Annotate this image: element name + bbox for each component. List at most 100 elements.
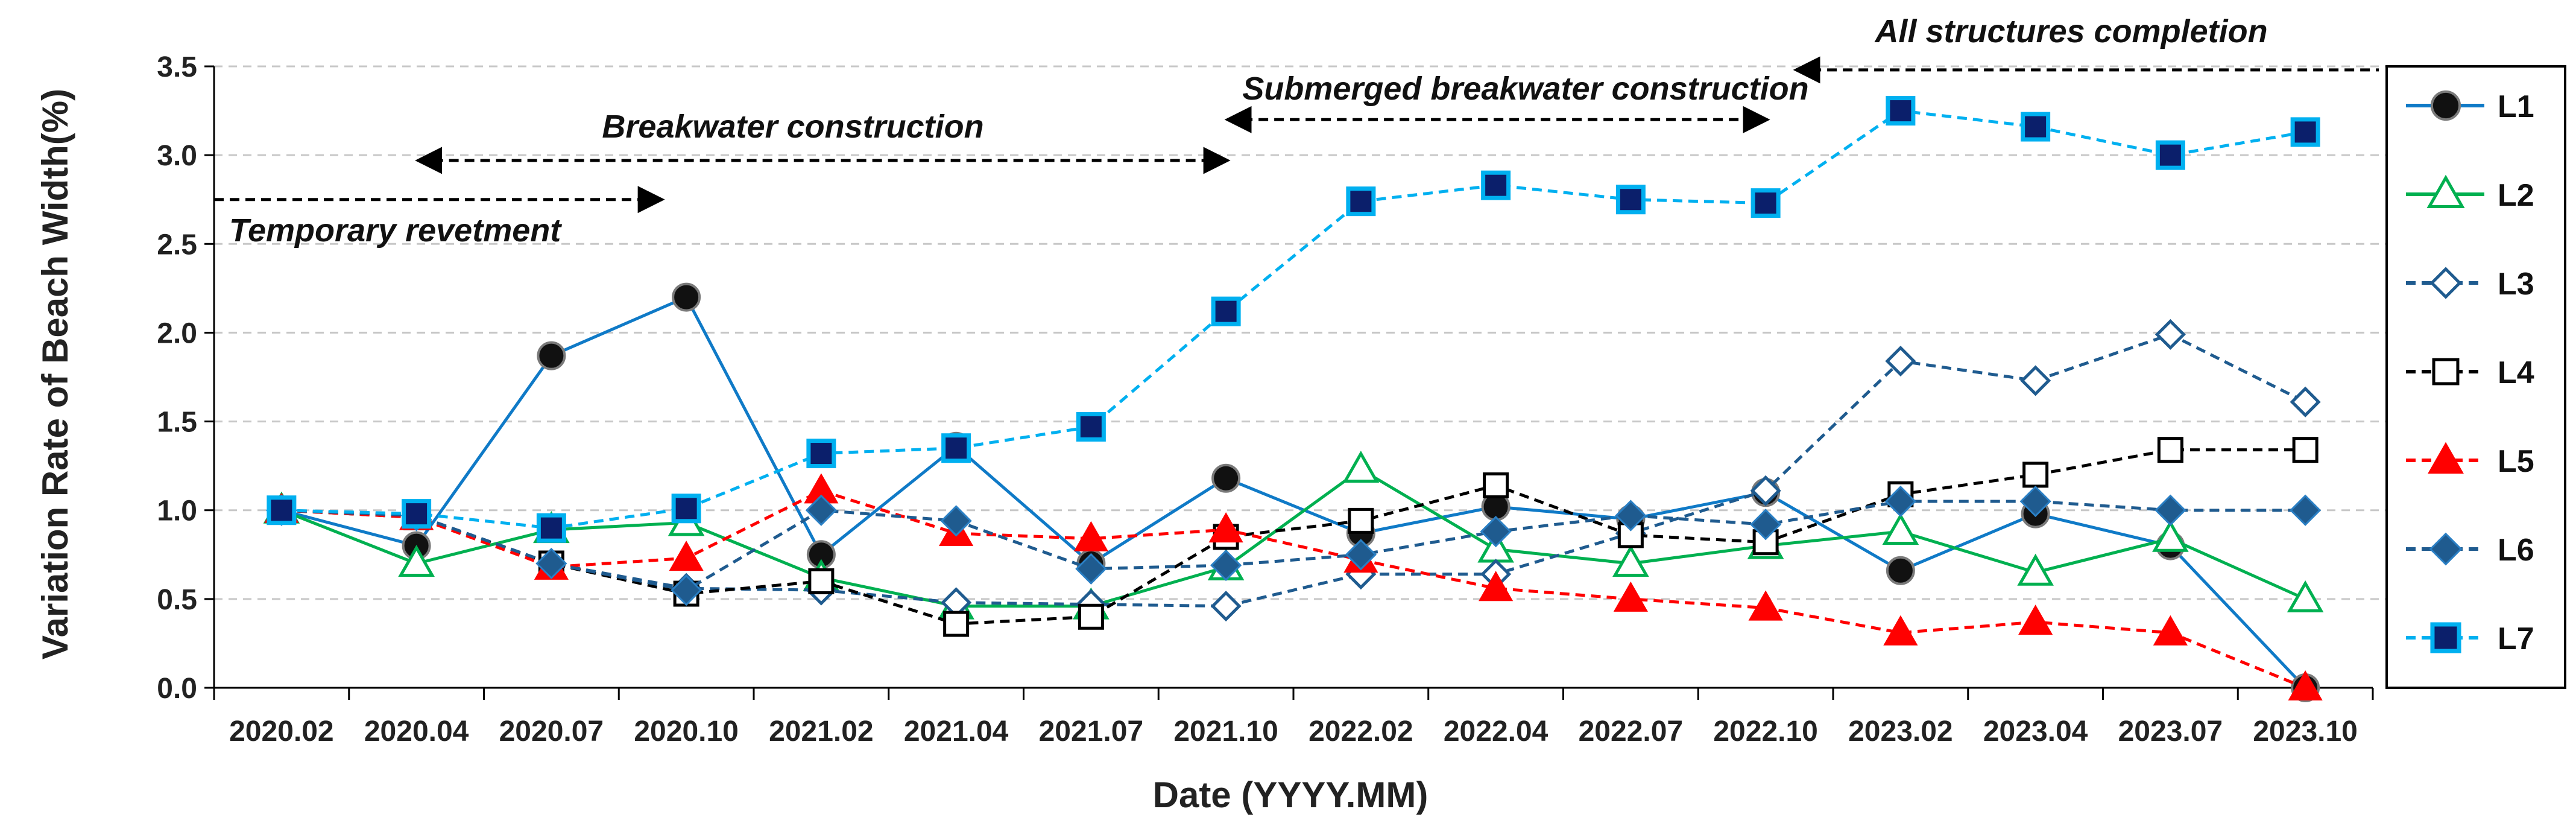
series-L1 xyxy=(267,282,2320,702)
legend-box xyxy=(2385,65,2566,689)
data-point xyxy=(1210,549,1242,582)
x-tick-label: 2020.07 xyxy=(499,716,604,748)
data-point xyxy=(2155,319,2186,350)
data-point xyxy=(672,282,701,312)
x-tick-label: 2023.07 xyxy=(2118,716,2223,748)
series-L3 xyxy=(266,319,2321,622)
series-L5 xyxy=(264,473,2323,700)
y-tick-label: 3.0 xyxy=(157,140,197,172)
x-tick-labels: 2020.02 2020.04 2020.07 2020.10 2021.02 2021.… xyxy=(229,716,2358,748)
legend-item: L6 xyxy=(2406,532,2534,568)
legend-item: L5 xyxy=(2406,442,2534,479)
legend: L1 L2 L3 L4 L5 L6 L7 xyxy=(2385,65,2566,689)
data-point xyxy=(2019,485,2051,518)
x-tick-label: 2023.04 xyxy=(1983,716,2088,748)
data-point xyxy=(1208,512,1243,543)
series-line xyxy=(281,489,2306,690)
legend-item: L3 xyxy=(2406,267,2534,302)
series-line xyxy=(281,109,2306,530)
data-point xyxy=(1886,556,1915,585)
annotation-text: Breakwater construction xyxy=(602,109,983,145)
x-tick-label: 2021.04 xyxy=(904,716,1009,748)
legend-label: L2 xyxy=(2498,178,2534,213)
data-point xyxy=(1748,590,1783,621)
data-point xyxy=(267,495,297,525)
x-tick-label: 2020.10 xyxy=(634,716,739,748)
data-point xyxy=(1882,512,1919,545)
y-tick-label: 2.0 xyxy=(157,317,197,349)
data-point xyxy=(1885,345,1916,377)
data-point xyxy=(1480,515,1512,548)
y-tick-label: 1.5 xyxy=(157,407,197,439)
data-point xyxy=(943,611,970,637)
data-point xyxy=(2290,494,2322,526)
data-point xyxy=(398,544,435,577)
data-point xyxy=(1211,296,1241,326)
x-tick-label: 2020.04 xyxy=(364,716,469,748)
legend-label: L1 xyxy=(2498,89,2534,124)
data-point xyxy=(2017,553,2054,586)
data-point xyxy=(1075,553,1107,585)
x-tick-label: 2023.02 xyxy=(1848,716,1953,748)
y-tick-label: 1.0 xyxy=(157,495,197,527)
data-point xyxy=(1615,500,1647,532)
data-point xyxy=(2020,365,2051,396)
legend-item: L1 xyxy=(2406,89,2534,124)
data-point xyxy=(2290,117,2320,147)
legend-marker xyxy=(2429,267,2462,299)
annotation-text: All structures completion xyxy=(1874,13,2267,49)
data-point xyxy=(671,494,701,524)
data-point xyxy=(2018,605,2053,635)
annotation-text: Submerged breakwater construction xyxy=(1242,71,1808,107)
data-point xyxy=(805,494,837,526)
x-tick-label: 2022.10 xyxy=(1713,716,1818,748)
data-point xyxy=(1886,96,1916,126)
data-point xyxy=(806,439,836,469)
data-point xyxy=(2153,615,2188,646)
x-tick-label: 2021.02 xyxy=(769,716,874,748)
series-L7 xyxy=(267,96,2320,543)
y-tick-label: 0.5 xyxy=(157,584,197,616)
legend-item: L4 xyxy=(2406,355,2534,390)
legend-label: L4 xyxy=(2498,355,2534,390)
data-point xyxy=(2152,519,2189,552)
data-point xyxy=(535,547,567,580)
legend-label: L7 xyxy=(2498,621,2534,656)
data-point xyxy=(1073,521,1108,551)
data-point xyxy=(808,568,835,594)
series-line xyxy=(280,468,2306,608)
data-point xyxy=(1750,188,1781,218)
x-tick-label: 2022.07 xyxy=(1579,716,1684,748)
y-tick-labels: 0.0 0.5 1.0 1.5 2.0 2.5 3.0 3.5 xyxy=(157,51,197,705)
data-point xyxy=(2021,112,2051,142)
legend-marker xyxy=(2432,358,2460,386)
legend-marker xyxy=(2428,442,2464,474)
data-point xyxy=(671,574,702,606)
axes xyxy=(204,65,2374,700)
x-tick-label: 2021.10 xyxy=(1173,716,1278,748)
x-tick-label: 2021.07 xyxy=(1039,716,1144,748)
data-point xyxy=(2022,462,2049,488)
data-point xyxy=(1481,170,1511,200)
series-line xyxy=(281,296,2306,689)
legend-marker xyxy=(2429,532,2463,566)
data-point xyxy=(1078,603,1104,630)
series-line xyxy=(281,500,2306,592)
data-point xyxy=(1750,475,1781,506)
data-point xyxy=(1345,539,1377,571)
x-tick-label: 2022.04 xyxy=(1444,716,1548,748)
data-point xyxy=(2288,670,2323,700)
data-point xyxy=(1346,186,1376,217)
legend-label: L3 xyxy=(2498,267,2534,302)
annotation-text: Temporary revetment xyxy=(229,212,562,249)
legend-item: L2 xyxy=(2406,174,2534,213)
legend-label: L5 xyxy=(2498,444,2534,479)
legend-item: L7 xyxy=(2406,621,2534,656)
data-point xyxy=(1884,485,1916,518)
data-point xyxy=(1479,571,1514,602)
data-point xyxy=(1612,544,1649,577)
data-point xyxy=(1348,507,1374,534)
series-L4 xyxy=(268,437,2319,637)
data-point xyxy=(536,513,566,543)
